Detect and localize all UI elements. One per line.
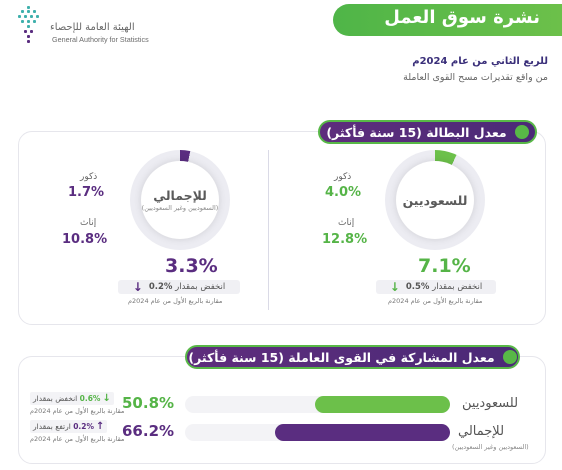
arrow-down-icon: ↓ [102,393,111,404]
saudi-unemployment-rate: 7.1% [418,255,471,277]
bulletin-title-banner: نشرة سوق العمل [333,4,562,36]
arrow-down-icon: ↓ [389,280,400,294]
total-female-value: 10.8% [62,232,108,247]
total-donut-sublabel: (السعوديين وغير السعوديين) [141,204,219,212]
saudi-female-value: 12.8% [322,232,368,247]
saudi-change-box: انخفض بمقدار 0.5% ↓ [376,280,496,294]
bulletin-source: من واقع تقديرات مسح القوى العاملة [403,72,548,83]
arrow-down-icon: ↓ [132,280,143,294]
gastat-logo-icon [18,6,39,43]
total-change-note: مقارنة بالربع الأول من عام 2024م [128,297,223,305]
total-female-label: إناث [80,218,97,228]
total-participation-bar [185,424,450,441]
total-participation-sublabel: (السعوديين وغير السعوديين) [452,443,529,451]
bulletin-period: للربع الثاني من عام 2024م [412,56,548,67]
saudi-participation-bar [185,396,450,413]
total-donut-label: للإجمالي [153,188,207,203]
saudi-participation-change: ↓ 0.6% انخفض بمقدار [30,392,114,405]
total-change-box: انخفض بمقدار 0.2% ↓ [118,280,240,294]
saudi-male-label: ذكور [334,172,352,182]
saudi-unemployment-donut: للسعوديين [385,150,485,250]
bullet-dot-icon [514,125,529,139]
logo-name-english: General Authority for Statistics [52,35,149,44]
saudi-male-value: 4.0% [325,185,362,200]
bullet-dot-icon [502,350,517,364]
total-participation-change: ↑ 0.2% ارتفع بمقدار [30,420,108,433]
participation-section-title: معدل المشاركة في القوى العاملة (15 سنة ف… [185,345,520,369]
saudi-female-label: إناث [338,218,355,228]
total-participation-note: مقارنة بالربع الأول من عام 2024م [30,435,125,443]
arrow-up-icon: ↑ [96,421,105,432]
unemployment-section-title: معدل البطالة (15 سنة فأكثر) [318,120,537,144]
total-unemployment-donut: للإجمالي (السعوديين وغير السعوديين) [130,150,230,250]
saudi-participation-fill [315,396,450,413]
saudi-participation-value: 50.8% [122,394,175,412]
logo-name-arabic: الهيئة العامة للإحصاء [50,22,135,33]
bulletin-title: نشرة سوق العمل [384,7,540,28]
unemployment-panel [18,131,546,325]
total-male-value: 1.7% [68,185,105,200]
total-male-label: ذكور [80,172,98,182]
saudi-participation-note: مقارنة بالربع الأول من عام 2024م [30,407,125,415]
total-participation-value: 66.2% [122,422,175,440]
total-unemployment-rate: 3.3% [165,255,218,277]
total-participation-label: للإجمالي [458,424,505,439]
saudi-donut-label: للسعوديين [402,192,468,208]
panel-divider [268,150,269,310]
saudi-participation-label: للسعوديين [462,396,519,411]
saudi-change-note: مقارنة بالربع الأول من عام 2024م [388,297,483,305]
total-participation-fill [274,424,450,441]
